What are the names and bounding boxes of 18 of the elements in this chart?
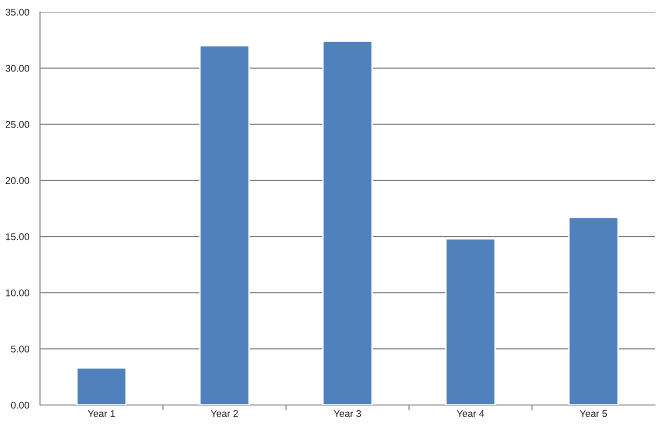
y-tick-label: 0.00 [11,402,30,409]
y-tick-label: 20.00 [6,177,30,184]
y-tick-label: 10.00 [6,289,30,296]
bar [199,44,250,405]
y-tick-label: 5.00 [11,346,30,352]
bar [322,40,373,405]
x-tick-label: Year 4 [456,410,484,417]
bar [568,216,619,405]
bar [76,367,127,405]
x-tick-label: Year 1 [88,410,115,417]
y-tick-label: 35.00 [6,8,30,16]
y-tick-label: 30.00 [6,64,30,72]
y-tick-label: 25.00 [6,121,30,128]
x-tick-label: Year 2 [210,410,238,417]
x-tick-label: Year 5 [580,410,607,417]
bar [445,238,496,405]
x-tick-label: Year 3 [334,410,361,417]
y-tick-label: 15.00 [6,233,30,240]
